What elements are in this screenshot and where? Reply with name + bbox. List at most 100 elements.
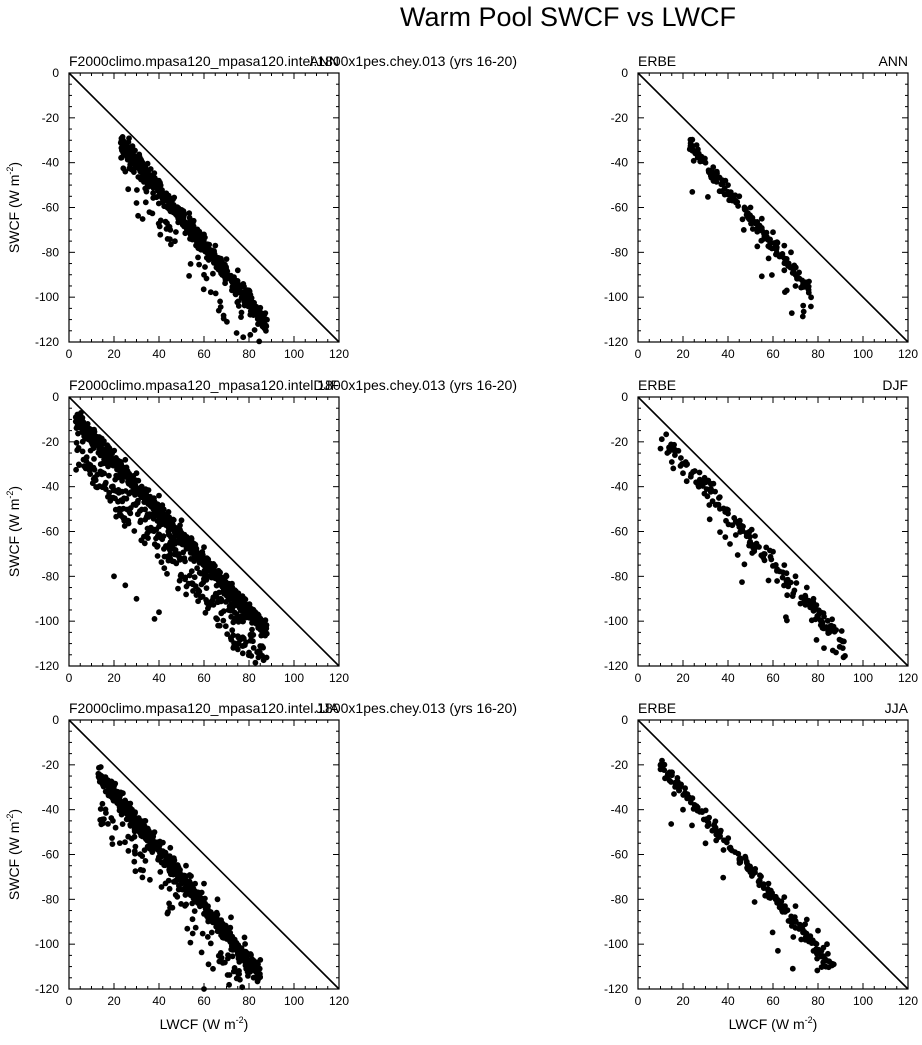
data-point [174,552,180,558]
data-point [242,941,249,947]
data-point [136,486,143,493]
data-point [233,602,240,609]
y-tick-label: -60 [611,525,629,539]
y-tick-label: -80 [611,569,629,583]
data-point [167,551,174,557]
data-point [222,959,228,966]
data-point [198,899,204,906]
data-point [670,465,677,472]
data-point [770,229,776,236]
x-tick-label: 80 [811,347,825,361]
x-tick-label: 0 [635,347,642,361]
y-tick-label: -80 [611,892,629,906]
data-point [188,568,195,575]
data-point [203,908,210,915]
data-point [250,638,256,645]
y-tick-label: -100 [35,290,59,304]
data-point [128,483,135,489]
data-point [781,562,788,568]
data-point [201,231,207,238]
data-point [802,593,809,600]
data-point [201,271,207,278]
data-point [247,302,254,308]
data-point [200,286,207,293]
data-point [161,553,168,560]
data-point [668,459,675,465]
data-point [189,220,196,227]
data-point [168,241,174,248]
data-point [800,929,807,936]
data-point [717,529,723,535]
data-point [788,249,794,256]
data-point [188,226,195,233]
data-point [124,470,131,476]
data-point [257,957,264,963]
data-point [228,914,234,921]
data-point [125,186,132,193]
y-tick-label: -40 [611,480,629,494]
data-point [167,227,174,233]
data-point [122,582,129,589]
data-point [157,231,164,238]
data-point [689,822,695,829]
data-point [800,302,807,309]
data-point [110,817,116,824]
data-point [109,795,116,802]
data-point [189,900,196,907]
data-point [183,591,190,598]
data-point [99,469,105,476]
data-point [245,966,252,972]
x-tick-label: 60 [197,347,211,361]
data-point [729,522,736,529]
data-point [228,636,235,643]
data-point [204,934,211,940]
data-point [166,885,173,892]
data-point [239,650,246,657]
data-point [76,462,83,468]
data-point [137,508,143,514]
data-point [676,787,683,794]
x-tick-label: 40 [152,994,166,1008]
x-axis-label: LWCF (W m-2) [160,1015,249,1032]
data-point [118,512,125,519]
data-point [658,436,665,443]
data-point [792,283,799,289]
data-point [672,447,679,453]
data-point [132,843,139,850]
data-point [150,515,157,522]
data-point [725,510,731,517]
data-point [116,488,123,495]
data-point [133,162,140,168]
data-point [146,209,153,216]
data-point [765,237,772,243]
data-point [142,516,149,523]
data-point [213,615,220,621]
data-point [148,524,154,531]
panel-source-label: F2000climo.mpasa120_mpasa120.intel.1800x… [69,377,517,393]
data-point [240,334,247,341]
data-point [159,502,166,509]
data-point [180,878,186,885]
y-tick-label: -40 [611,156,629,170]
data-point [206,603,212,609]
data-point [93,436,99,443]
data-point [142,506,149,513]
data-point [255,961,261,968]
data-point [723,517,729,524]
y-tick-label: -80 [42,569,60,583]
data-point [128,835,135,842]
data-point [262,317,269,323]
data-point [710,480,717,487]
data-point [751,899,758,905]
data-point [260,657,267,664]
data-point [829,616,835,623]
data-point [201,544,207,551]
x-tick-label: 60 [197,671,211,685]
data-point [161,565,168,572]
data-point [106,786,113,793]
data-point [249,956,255,962]
one-to-one-line [637,396,909,667]
data-point [686,146,693,153]
data-point [133,200,140,206]
data-point [79,448,86,455]
